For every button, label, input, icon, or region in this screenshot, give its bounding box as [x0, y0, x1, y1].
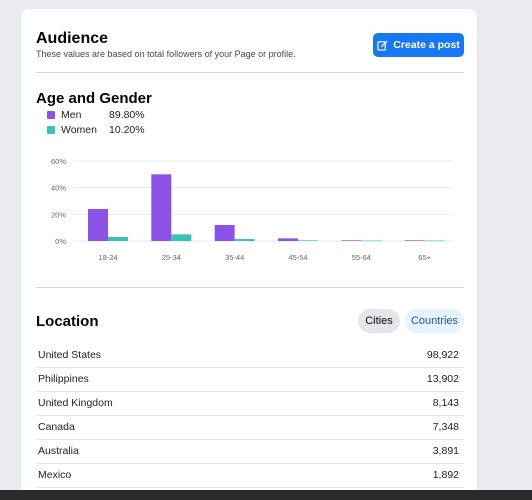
bar-men-18-24 [88, 209, 108, 241]
audience-title: Audience [36, 30, 109, 47]
location-row: Philippines 13,902 [36, 367, 464, 392]
legend-item-men: Men 89.80% [47, 108, 145, 122]
location-name: United Kingdom [38, 397, 113, 409]
location-count: 3,891 [432, 445, 459, 457]
x-tick-label: 35-44 [225, 253, 244, 262]
age-gender-title: Age and Gender [36, 90, 152, 107]
y-tick-label: 60% [51, 157, 66, 166]
bar-men-45-54 [278, 238, 298, 241]
tab-countries[interactable]: Countries [405, 309, 464, 333]
taskbar [0, 490, 532, 500]
location-name: Philippines [38, 373, 89, 385]
location-row: Mexico 1,892 [36, 463, 464, 488]
location-name: Canada [38, 421, 75, 433]
y-tick-label: 0% [55, 237, 66, 246]
legend-label-men: Men [61, 109, 82, 121]
location-row: United States 98,922 [36, 343, 464, 368]
location-name: Australia [38, 445, 79, 457]
location-name: Mexico [38, 469, 72, 481]
legend-swatch-women [47, 126, 55, 134]
legend-percent-men: 89.80% [109, 109, 145, 121]
x-tick-label: 45-54 [288, 253, 307, 262]
create-post-label: Create a post [393, 39, 460, 51]
location-row: United Kingdom 8,143 [36, 391, 464, 416]
location-count: 1,892 [432, 469, 459, 481]
audience-subtitle: These values are based on total follower… [36, 49, 296, 59]
location-count: 8,143 [432, 397, 459, 409]
age-gender-chart: 0% 20% 40% 60% 18-24 25-34 35-44 45-54 55-64 65+ [51, 157, 453, 262]
x-tick-label: 55-64 [352, 253, 371, 262]
legend-percent-women: 10.20% [109, 124, 145, 136]
location-count: 7,348 [432, 421, 459, 433]
bar-women-25-34 [171, 234, 192, 241]
location-count: 13,902 [426, 373, 459, 385]
tab-cities[interactable]: Cities [358, 309, 400, 333]
bar-men-65+ [404, 240, 425, 241]
legend-swatch-men [47, 111, 55, 119]
legend-item-women: Women 10.20% [47, 123, 145, 137]
location-count: 98,922 [426, 349, 459, 361]
bar-men-25-34 [151, 174, 172, 241]
bar-women-45-54 [298, 240, 318, 241]
bar-men-55-64 [341, 240, 362, 241]
edit-icon [377, 40, 388, 51]
audience-card: Audience These values are based on total… [21, 9, 477, 500]
x-tick-label: 18-24 [98, 253, 117, 262]
location-title: Location [36, 313, 99, 330]
bar-men-35-44 [214, 225, 235, 241]
location-row: Canada 7,348 [36, 415, 464, 440]
bar-women-18-24 [108, 237, 128, 241]
bar-women-35-44 [234, 239, 255, 241]
x-tick-label: 65+ [418, 253, 431, 262]
location-name: United States [38, 349, 102, 361]
divider [36, 287, 464, 288]
x-tick-label: 25-34 [162, 253, 181, 262]
bar-women-65+ [424, 240, 445, 242]
create-post-button[interactable]: Create a post [373, 33, 464, 57]
y-tick-label: 20% [51, 210, 66, 219]
divider [36, 72, 464, 73]
bar-women-55-64 [361, 240, 382, 242]
location-row: Australia 3,891 [36, 439, 464, 464]
y-tick-label: 40% [51, 184, 66, 193]
legend-label-women: Women [61, 124, 97, 136]
